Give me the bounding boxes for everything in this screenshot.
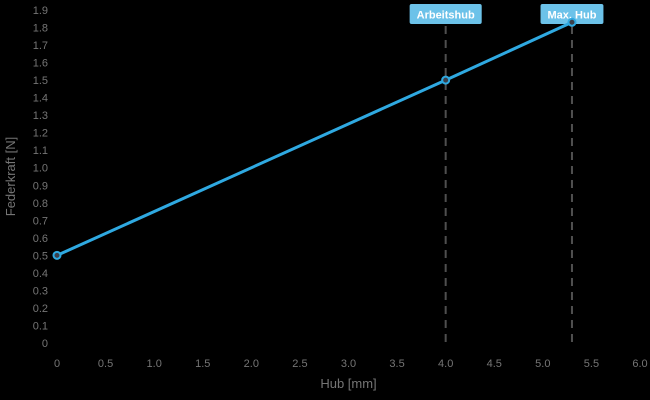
x-tick-label: 1.5 — [195, 358, 210, 370]
y-tick-label: 1.0 — [33, 163, 48, 175]
data-point-marker — [567, 17, 577, 27]
y-tick-label: 0.2 — [33, 303, 48, 315]
y-tick-label: 1.5 — [33, 75, 48, 87]
annotation-label: Arbeitshub — [417, 10, 475, 22]
y-tick-label: 1.6 — [33, 58, 48, 70]
series-line — [55, 20, 574, 257]
data-point-marker — [441, 75, 451, 85]
y-tick-label: 0.4 — [33, 268, 48, 280]
x-tick-label: 0.5 — [98, 358, 113, 370]
y-tick-label: 1.4 — [33, 93, 48, 105]
y-tick-label: 0.6 — [33, 233, 48, 245]
x-tick-label: 4.5 — [487, 358, 502, 370]
x-tick-label: 2.5 — [292, 358, 307, 370]
x-tick-label: 5.0 — [535, 358, 550, 370]
y-tick-label: 1.8 — [33, 23, 48, 35]
x-tick-label: 5.5 — [584, 358, 599, 370]
y-tick-label: 1.1 — [33, 145, 48, 157]
x-tick-label: 3.5 — [389, 358, 404, 370]
annotation-label: Max. Hub — [548, 10, 597, 22]
x-tick-label: 6.0 — [632, 358, 647, 370]
y-tick-label: 1.7 — [33, 40, 48, 52]
x-tick-label: 2.0 — [244, 358, 259, 370]
x-tick-label: 0 — [54, 358, 60, 370]
y-tick-label: 0.1 — [33, 320, 48, 332]
x-tick-label: 1.0 — [147, 358, 162, 370]
y-tick-label: 0.9 — [33, 180, 48, 192]
y-axis-title: Federkraft [N] — [3, 137, 18, 216]
y-tick-label: 1.2 — [33, 128, 48, 140]
y-tick-label: 0.7 — [33, 215, 48, 227]
y-tick-label: 0.5 — [33, 250, 48, 262]
y-tick-label: 0.3 — [33, 285, 48, 297]
x-tick-label: 4.0 — [438, 358, 453, 370]
x-axis-title: Hub [mm] — [320, 376, 376, 391]
annotation-label-box — [540, 4, 604, 24]
y-tick-label: 1.3 — [33, 110, 48, 122]
annotation-label-box — [409, 4, 482, 24]
data-point-marker — [52, 250, 62, 260]
y-tick-label: 1.9 — [33, 5, 48, 17]
x-tick-label: 3.0 — [341, 358, 356, 370]
y-tick-label: 0.8 — [33, 198, 48, 210]
y-tick-label: 0 — [42, 338, 48, 350]
